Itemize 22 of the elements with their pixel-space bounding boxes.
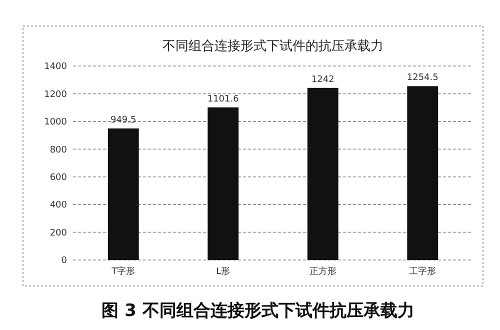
y-tick-label: 600 xyxy=(50,173,68,184)
x-tick-label: 工字形 xyxy=(409,266,436,277)
data-label: 1101.6 xyxy=(207,94,240,104)
data-label: 1254.5 xyxy=(406,73,438,84)
y-tick-label: 200 xyxy=(50,228,68,238)
y-tick-label: 1400 xyxy=(44,62,68,72)
bar xyxy=(208,107,239,260)
y-tick-label: 0 xyxy=(61,256,68,266)
y-tick-label: 1200 xyxy=(44,90,68,100)
bar xyxy=(307,88,338,260)
caption: 图 3 不同组合连接形式下试件抗压承载力 xyxy=(102,301,414,321)
y-tick-label: 400 xyxy=(50,200,68,211)
x-tick-label: L形 xyxy=(216,266,230,277)
data-label: 949.5 xyxy=(110,115,136,126)
bar xyxy=(407,86,438,260)
y-tick-label: 1000 xyxy=(44,118,68,128)
data-label: 1242 xyxy=(311,74,334,85)
chart-title: 不同组合连接形式下试件的抗压承载力 xyxy=(162,39,384,54)
bar xyxy=(108,128,139,260)
y-tick-label: 800 xyxy=(50,145,68,156)
x-tick-label: 正方形 xyxy=(309,266,336,277)
x-tick-label: T字形 xyxy=(110,266,136,277)
